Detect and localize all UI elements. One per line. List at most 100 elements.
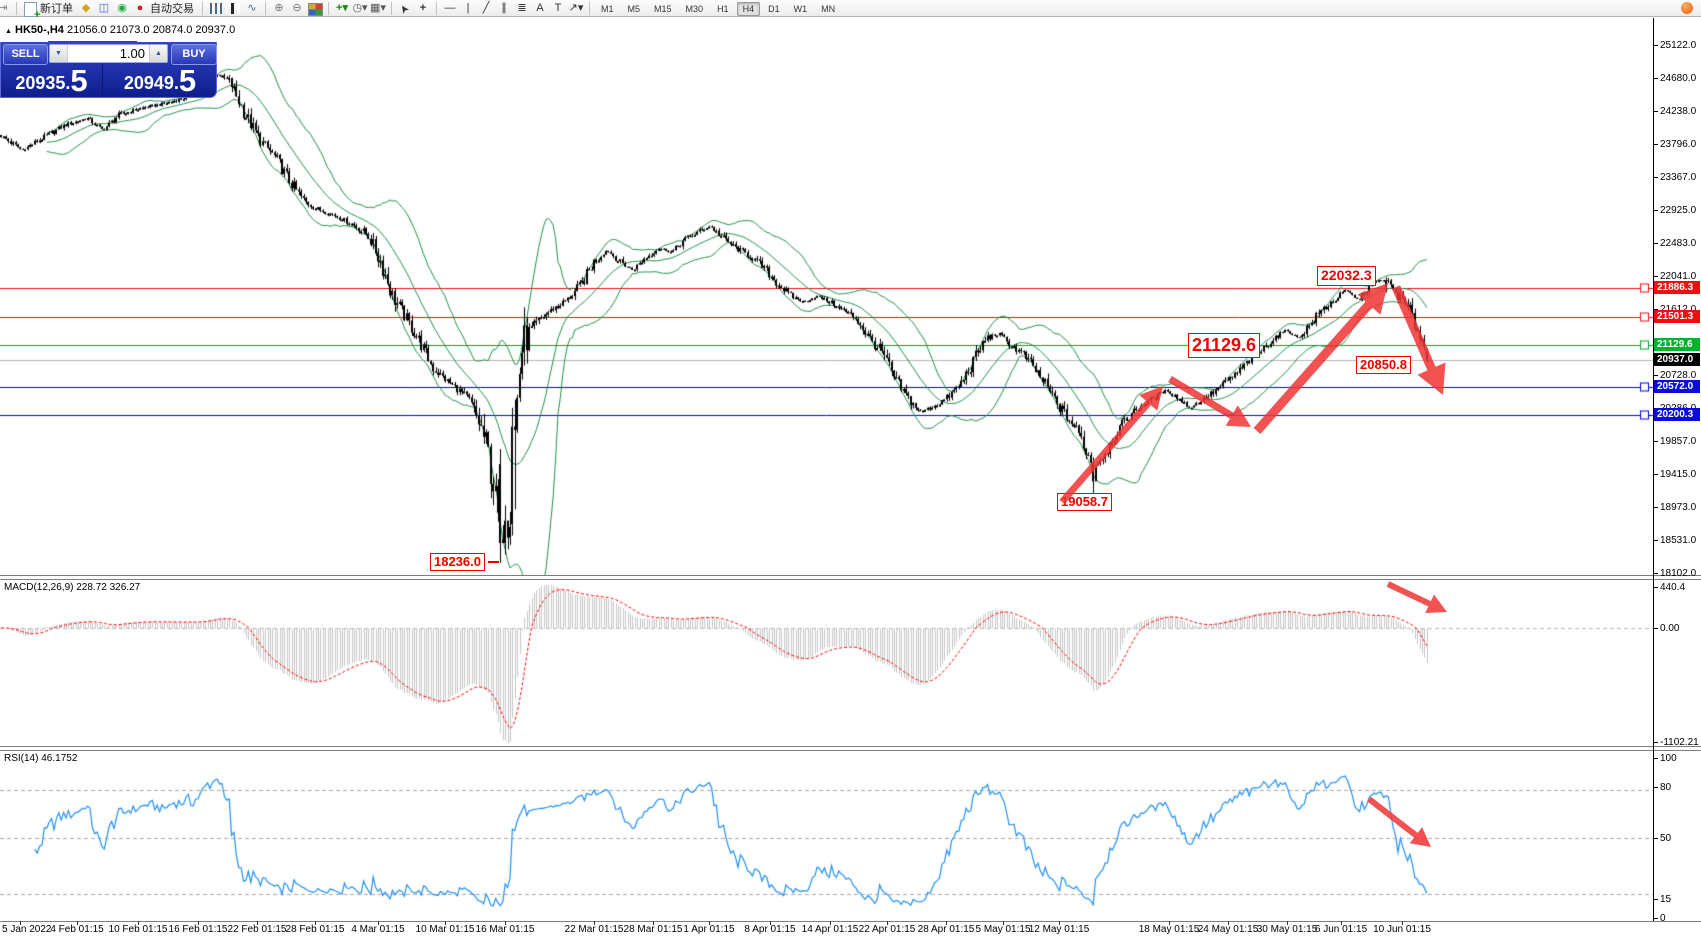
time-label: 4 Feb 01:15: [50, 924, 104, 935]
main-chart-canvas[interactable]: [0, 18, 1653, 575]
timeframe-h1[interactable]: H1: [717, 4, 729, 14]
timeframe-mn[interactable]: MN: [821, 4, 836, 14]
time-label: 10 Mar 01:15: [415, 924, 475, 935]
macd-pane-canvas[interactable]: [0, 580, 1653, 746]
time-tick: [1003, 921, 1004, 925]
shapes-icon[interactable]: ↗▾: [568, 1, 584, 14]
zoom-out-icon[interactable]: ⊖: [292, 1, 302, 14]
time-label: 5 May 01:15: [975, 924, 1031, 935]
timeframe-h4[interactable]: H4: [736, 2, 761, 16]
time-label: 6 Jun 01:15: [1314, 924, 1368, 935]
timeframe-m1[interactable]: M1: [601, 4, 614, 14]
time-label: 14 Apr 01:15: [801, 924, 859, 935]
periods-icon[interactable]: ◷▾: [352, 1, 368, 14]
toolbar-separator: [16, 1, 17, 15]
signals-icon[interactable]: ◉: [117, 1, 127, 14]
text-icon[interactable]: A: [536, 1, 544, 14]
time-label: 28 Mar 01:15: [623, 924, 683, 935]
pane-separator[interactable]: [0, 575, 1701, 580]
price-annotation[interactable]: 18236.0: [430, 553, 485, 572]
price-tick-label: 18973.0: [1660, 502, 1697, 513]
time-tick: [594, 921, 595, 925]
time-label: 28 Feb 01:15: [285, 924, 345, 935]
timeframe-m5[interactable]: M5: [627, 4, 641, 14]
price-annotation[interactable]: 22032.3: [1317, 266, 1376, 286]
price-tick-label: 24238.0: [1660, 106, 1697, 117]
price-tick: [1653, 507, 1658, 508]
time-label: 1 Apr 01:15: [683, 924, 735, 935]
time-tick: [1228, 921, 1229, 925]
price-tag: 20200.3: [1654, 408, 1700, 421]
line-chart-icon[interactable]: ∿: [247, 1, 257, 14]
vline-icon[interactable]: |: [466, 1, 470, 14]
ohlc-values: 21056.0 21073.0 20874.0 20937.0: [66, 24, 236, 36]
autotrading-icon[interactable]: ●: [136, 1, 144, 14]
channel-icon[interactable]: ∥: [501, 1, 507, 14]
buy-price[interactable]: 20949 . 5: [123, 63, 197, 98]
price-tick-label: 22925.0: [1660, 205, 1697, 216]
timeframe-w1[interactable]: W1: [793, 4, 808, 14]
volume-input[interactable]: [68, 45, 149, 62]
autotrading-button[interactable]: 自动交易: [150, 3, 194, 15]
tile-windows-icon[interactable]: [307, 1, 323, 16]
time-label: 22 Feb 01:15: [227, 924, 287, 935]
profile-icon[interactable]: ◫: [98, 1, 110, 14]
sell-price[interactable]: 20935 . 5: [1, 64, 103, 96]
macd-tick: [1653, 628, 1658, 629]
timeframe-d1[interactable]: D1: [768, 4, 780, 14]
fibonacci-icon[interactable]: ≣: [517, 1, 527, 14]
new-order-icon[interactable]: +: [22, 1, 41, 20]
rsi-label: RSI(14) 46.1752: [4, 753, 78, 764]
time-label: 22 Apr 01:15: [858, 924, 916, 935]
volume-increase-button[interactable]: ▲: [149, 45, 167, 62]
price-tick: [1653, 474, 1658, 475]
buy-button[interactable]: BUY: [171, 44, 217, 65]
rsi-pane-canvas[interactable]: [0, 751, 1653, 921]
timeframe-m30[interactable]: M30: [685, 4, 704, 14]
price-tag: 21501.3: [1654, 310, 1700, 323]
price-tick-label: 24680.0: [1660, 73, 1697, 84]
time-label: 10 Jun 01:15: [1373, 924, 1431, 935]
history-center-icon[interactable]: ◆: [81, 1, 91, 14]
label-icon[interactable]: T: [554, 1, 562, 14]
timeframe-m15[interactable]: M15: [654, 4, 672, 14]
toolbar-separator: [202, 1, 203, 15]
one-click-trading-panel: SELL ▼ ▲ BUY 20935 . 5 20949 . 5: [0, 42, 217, 98]
time-tick: [257, 921, 258, 925]
trendline-icon[interactable]: ╱: [482, 1, 490, 14]
time-tick: [1402, 921, 1403, 925]
rsi-tick-label: 0: [1660, 913, 1666, 924]
price-tick-label: 18531.0: [1660, 535, 1697, 546]
time-label: 18 May 01:15: [1138, 924, 1200, 935]
crosshair-icon[interactable]: +: [419, 1, 427, 14]
new-order-button[interactable]: 新订单: [40, 3, 73, 15]
price-tick: [1653, 144, 1658, 145]
time-label: 4 Mar 01:15: [351, 924, 405, 935]
candlestick-chart-icon[interactable]: [226, 1, 242, 16]
pane-separator[interactable]: [0, 746, 1701, 751]
rsi-tick: [1653, 899, 1658, 900]
bar-chart-icon[interactable]: [208, 1, 224, 16]
hline-icon[interactable]: —: [444, 1, 456, 14]
templates-icon[interactable]: ▦▾: [370, 1, 386, 14]
price-annotation[interactable]: 19058.7: [1057, 493, 1112, 512]
price-tick: [1653, 276, 1658, 277]
alert-icon[interactable]: [1681, 2, 1693, 14]
macd-tick-label: -1102.21: [1660, 737, 1699, 748]
cursor-icon[interactable]: ➤: [397, 1, 413, 16]
price-annotation[interactable]: 21129.6: [1188, 333, 1261, 358]
time-label: 22 Mar 01:15: [564, 924, 624, 935]
price-tick: [1653, 540, 1658, 541]
price-tick-label: 20728.0: [1660, 370, 1697, 381]
indicators-add-icon[interactable]: +▾: [336, 1, 348, 14]
time-tick: [1169, 921, 1170, 925]
time-tick: [1287, 921, 1288, 925]
volume-decrease-button[interactable]: ▼: [50, 45, 68, 62]
panel-toggle-icon[interactable]: ▲: [5, 28, 12, 35]
chart-shift-icon[interactable]: ⇥: [0, 1, 8, 14]
price-annotation[interactable]: 20850.8: [1356, 356, 1411, 375]
zoom-in-icon[interactable]: ⊕: [274, 1, 284, 14]
sell-button[interactable]: SELL: [3, 44, 48, 65]
price-tag: 20937.0: [1654, 353, 1700, 366]
